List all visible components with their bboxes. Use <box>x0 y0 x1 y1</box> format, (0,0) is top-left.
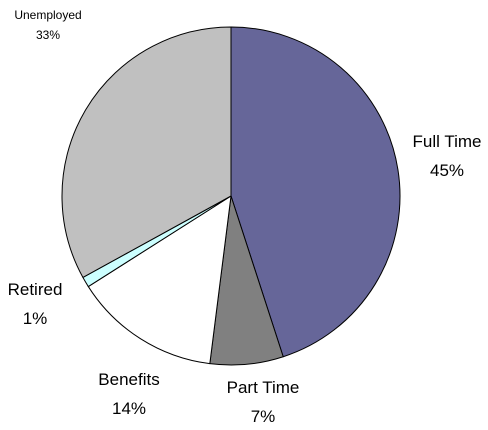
slice-label-part-time-value: 7% <box>251 407 276 426</box>
pie-slice-unemployed <box>61 26 232 278</box>
slice-label-retired-name: Retired <box>8 280 63 299</box>
slice-label-unemployed: Unemployed 33% <box>14 8 81 42</box>
slice-label-benefits-value: 14% <box>112 399 146 418</box>
slice-label-part-time: Part Time 7% <box>227 378 300 426</box>
slice-label-retired: Retired 1% <box>8 280 63 328</box>
pie-slice-full-time <box>230 26 401 358</box>
slice-label-benefits: Benefits 14% <box>98 370 159 418</box>
slice-label-retired-value: 1% <box>23 309 48 328</box>
slice-label-unemployed-name: Unemployed <box>14 8 81 22</box>
slice-label-full-time: Full Time 45% <box>413 132 482 180</box>
slice-label-benefits-name: Benefits <box>98 370 159 389</box>
slice-label-part-time-name: Part Time <box>227 378 300 397</box>
slice-label-full-time-value: 45% <box>430 161 464 180</box>
slice-label-full-time-name: Full Time <box>413 132 482 151</box>
pie-slice-benefits <box>87 195 232 365</box>
pie-slices <box>61 26 401 366</box>
slice-label-unemployed-value: 33% <box>36 28 60 42</box>
